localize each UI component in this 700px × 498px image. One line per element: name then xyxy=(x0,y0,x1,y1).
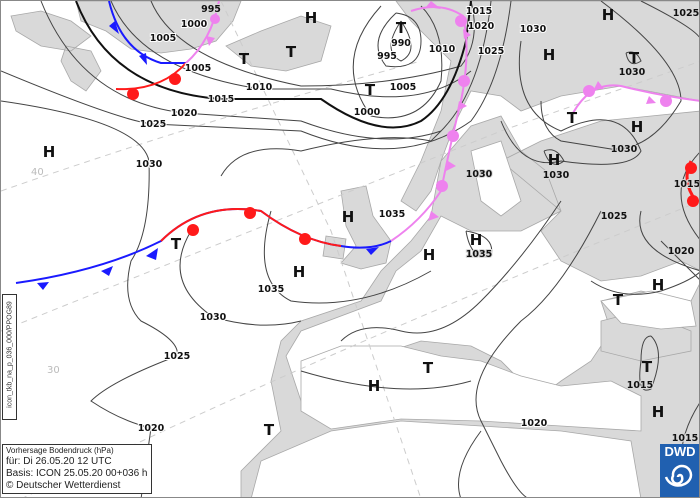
isobar-label: 1030 xyxy=(619,67,646,78)
low-label: T xyxy=(239,50,250,68)
isobar-label: 1035 xyxy=(258,284,284,295)
isobar-label: 1020 xyxy=(171,108,198,119)
low-label: T xyxy=(365,81,376,99)
isobar-label: 1020 xyxy=(668,246,695,257)
isobar-label: 1010 xyxy=(246,82,273,93)
occlusion-symbols xyxy=(206,1,672,221)
cold-front-north xyxy=(108,1,186,64)
isobar-label: 1005 xyxy=(390,82,416,93)
valid-time: für: Di 26.05.20 12 UTC xyxy=(6,456,112,467)
cold-front-triangles xyxy=(37,21,379,290)
lat-label: 40 xyxy=(31,167,44,178)
lat-label: 30 xyxy=(47,365,60,376)
warm-front-north xyxy=(115,62,187,91)
map-info-box: Vorhersage Bodendruck (hPa) für: Di 26.0… xyxy=(2,444,152,494)
logo-text: DWD xyxy=(664,444,696,459)
isobar-label: 1025 xyxy=(478,46,504,57)
low-label: T xyxy=(423,359,434,377)
high-label: H xyxy=(602,6,615,24)
low-label: T xyxy=(567,109,578,127)
isobar-label: 1005 xyxy=(150,33,176,44)
high-label: H xyxy=(470,231,483,249)
isobar-label: 1000 xyxy=(354,107,381,118)
isobar-label: 1030 xyxy=(543,170,570,181)
high-label: H xyxy=(423,246,436,264)
occlusion-north xyxy=(390,6,468,242)
isobar-label: 1015 xyxy=(674,179,700,190)
model-basis: Basis: ICON 25.05.20 00+036 h xyxy=(6,468,148,479)
isobar-label: 1015 xyxy=(466,6,492,17)
isobar-label: 1010 xyxy=(429,44,456,55)
isobar-label: 1030 xyxy=(136,159,163,170)
isobar-label: 1035 xyxy=(466,249,492,260)
high-label: H xyxy=(43,143,56,161)
isobar-label: 1015 xyxy=(672,433,698,444)
low-label: T xyxy=(171,235,182,253)
high-label: H xyxy=(652,403,665,421)
isobar-labels: 995 1000 1005 1005 1010 1015 1020 1025 1… xyxy=(135,3,700,445)
low-label: T xyxy=(264,421,275,439)
isobar-label: 1030 xyxy=(200,312,227,323)
high-label: H xyxy=(631,118,644,136)
isobar-label: 1030 xyxy=(611,144,638,155)
warm-front-south xyxy=(160,208,342,247)
isobar-label: 1005 xyxy=(185,63,211,74)
isobar-label: 1015 xyxy=(208,94,234,105)
isobar-label: 995 xyxy=(201,4,221,15)
high-label: H xyxy=(368,377,381,395)
fronts xyxy=(15,1,699,290)
isobar-label: 1035 xyxy=(379,209,405,220)
baltic-sea xyxy=(470,140,522,217)
high-label: H xyxy=(543,46,556,64)
high-label: H xyxy=(305,9,318,27)
isobar-label: 1015 xyxy=(627,380,653,391)
isobar-label: 1025 xyxy=(601,211,627,222)
isobar-label: 995 xyxy=(377,51,397,62)
low-label: T xyxy=(629,49,640,67)
product-code: icon_tkb_na_p_036_000/PPOG89 xyxy=(6,301,14,408)
low-label: T xyxy=(613,291,624,309)
mediterranean-sea xyxy=(300,345,642,432)
product-code-tag: icon_tkb_na_p_036_000/PPOG89 xyxy=(2,294,17,420)
isobar-label: 1030 xyxy=(466,169,493,180)
isobar-label: 1025 xyxy=(673,8,699,19)
isobar-label: 1030 xyxy=(520,24,547,35)
high-label: H xyxy=(652,276,665,294)
map-title: Vorhersage Bodendruck (hPa) xyxy=(6,446,114,455)
copyright: © Deutscher Wetterdienst xyxy=(6,480,121,491)
warm-front-semicircles xyxy=(127,73,699,245)
isobar-label: 1025 xyxy=(140,119,166,130)
pressure-centers: H H H H H H H H H H H H H T T T T T T T … xyxy=(43,6,665,439)
isobar-label: 1020 xyxy=(521,418,548,429)
high-label: H xyxy=(548,151,561,169)
low-label: T xyxy=(396,19,407,37)
isobar-label: 990 xyxy=(391,38,411,49)
black-sea xyxy=(600,290,697,330)
seas xyxy=(300,140,697,432)
isobar-label: 1020 xyxy=(138,423,165,434)
low-label: T xyxy=(286,43,297,61)
dwd-logo: DWD xyxy=(660,444,699,497)
iceland xyxy=(225,15,332,72)
isobar-label: 1020 xyxy=(468,21,495,32)
isobar-label: 1000 xyxy=(181,19,208,30)
high-label: H xyxy=(293,263,306,281)
isobar-label: 1025 xyxy=(164,351,190,362)
low-label: T xyxy=(642,358,653,376)
spiral-icon xyxy=(664,464,693,487)
high-label: H xyxy=(342,208,355,226)
